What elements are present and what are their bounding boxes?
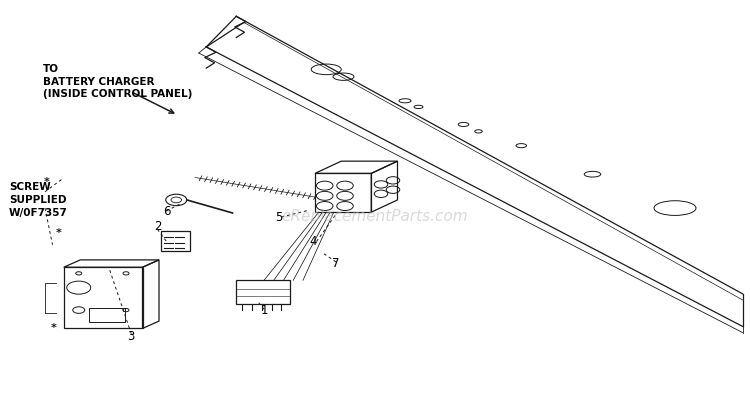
Text: *: * [56, 228, 62, 237]
Text: eReplacementParts.com: eReplacementParts.com [282, 209, 468, 224]
Text: TO
BATTERY CHARGER
(INSIDE CONTROL PANEL): TO BATTERY CHARGER (INSIDE CONTROL PANEL… [43, 64, 192, 100]
Text: 2: 2 [154, 220, 161, 233]
Text: 6: 6 [163, 205, 170, 218]
Text: 4: 4 [310, 235, 317, 248]
Text: *: * [51, 324, 57, 333]
Bar [88, 308, 125, 322]
Text: 3: 3 [128, 330, 135, 343]
Text: 7: 7 [332, 257, 340, 271]
Text: 1: 1 [260, 304, 268, 317]
Text: *: * [44, 177, 50, 186]
Text: 5: 5 [275, 211, 283, 224]
Text: SCREW
SUPPLIED
W/0F7357: SCREW SUPPLIED W/0F7357 [9, 182, 68, 218]
